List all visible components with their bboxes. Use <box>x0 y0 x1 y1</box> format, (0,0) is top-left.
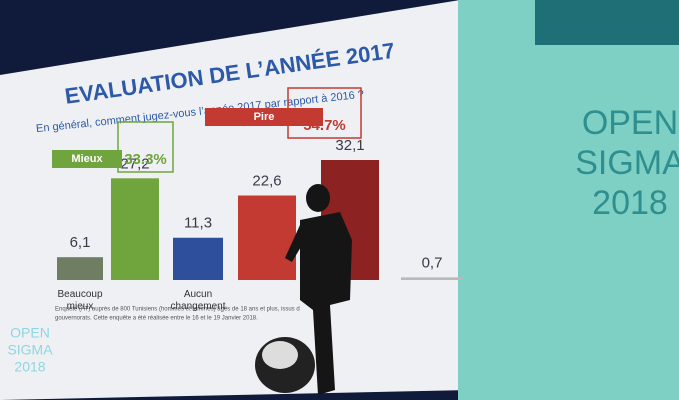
bar <box>57 257 103 280</box>
logo-text: SIGMA <box>575 144 679 182</box>
x-tick-label: Aucun changement <box>170 289 225 312</box>
slide <box>0 0 470 400</box>
value-label: 6,1 <box>70 234 91 251</box>
value-label: 27,2 <box>120 155 149 172</box>
bar <box>401 277 463 280</box>
callout-label: Mieux <box>71 153 103 165</box>
stage-light-lens <box>262 341 298 369</box>
footnote: Enquête (AT) auprès de 800 Tunisiens (ho… <box>55 307 300 313</box>
footnote: gouvernorats. Cette enquête a été réalis… <box>55 316 258 322</box>
value-label: 0,7 <box>422 254 443 271</box>
bar <box>238 195 296 280</box>
callout-box <box>52 150 122 168</box>
speaker <box>285 184 352 395</box>
logo-text: SIGMA <box>7 342 53 358</box>
bar <box>173 237 223 280</box>
callout-value: 54.7% <box>303 117 346 134</box>
logo-text: 2018 <box>592 184 668 222</box>
value-label: 32,1 <box>335 137 364 154</box>
logo-text: OPEN <box>10 325 50 341</box>
brand-box <box>535 0 679 45</box>
callout-frame <box>117 121 174 173</box>
callout-box <box>205 108 323 126</box>
logo-text: 2018 <box>14 359 45 375</box>
callout-frame <box>287 87 362 139</box>
logo-text: OPEN <box>582 104 678 142</box>
x-tick-label: Beaucoup mieux <box>57 289 102 312</box>
callout-label: Pire <box>254 111 275 123</box>
value-label: 11,3 <box>184 215 212 232</box>
bar <box>111 178 159 280</box>
side-panel <box>458 0 679 400</box>
callout-value: 33.3% <box>124 151 167 168</box>
value-label: 22,6 <box>252 172 281 189</box>
